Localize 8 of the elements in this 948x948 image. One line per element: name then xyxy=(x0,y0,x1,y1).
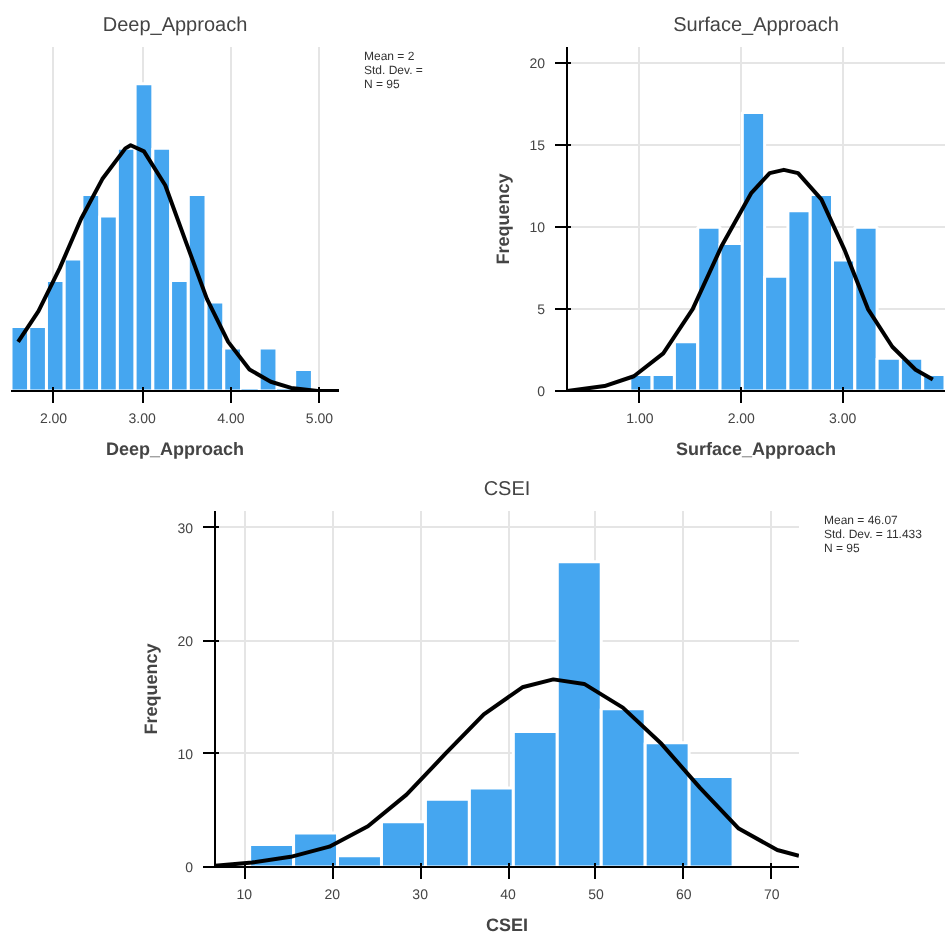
x-axis-title: Deep_Approach xyxy=(105,439,245,459)
y-axis-title: Frequency xyxy=(141,643,162,735)
x-axis-title: Surface_Approach xyxy=(675,439,837,459)
chart-title: Deep_Approach xyxy=(102,15,248,37)
chart-title: CSEI xyxy=(483,479,531,501)
x-axis-title: CSEI xyxy=(485,915,529,935)
y-axis-title: Frequency xyxy=(493,173,514,265)
chart-title: Surface_Approach xyxy=(673,15,839,37)
